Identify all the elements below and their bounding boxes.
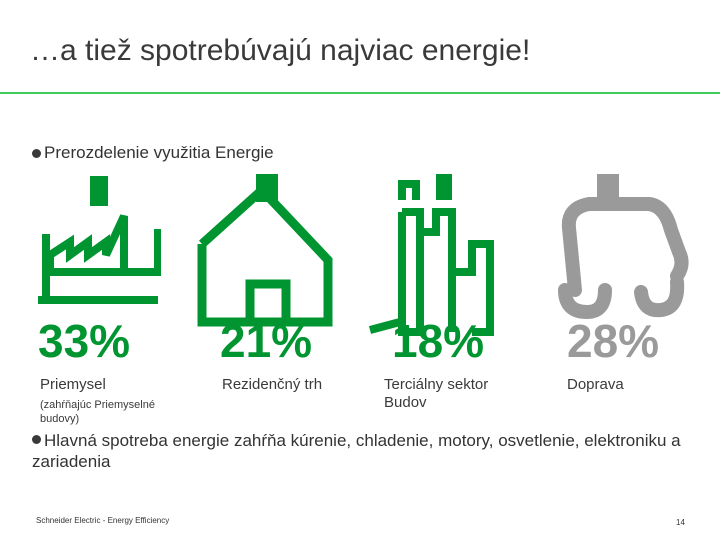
bullet-dot — [32, 148, 41, 158]
label-industry: Priemysel — [40, 376, 106, 393]
percent-transport: 28% — [567, 315, 660, 367]
bullet-distribution-text: Prerozdelenie využitia Energie — [44, 143, 274, 162]
bullet-distribution: Prerozdelenie využitia Energie — [32, 143, 274, 163]
buildings-icon — [368, 174, 494, 336]
percent-residential: 21% — [220, 315, 313, 367]
label-transport: Doprava — [567, 376, 624, 393]
label-tertiary: Terciálny sektor Budov — [384, 376, 489, 411]
bullet-main-consumption-text: Hlavná spotreba energie zahŕňa kúrenie, … — [32, 431, 681, 471]
car-icon — [558, 174, 689, 319]
bullet-main-consumption: Hlavná spotreba energie zahŕňa kúrenie, … — [32, 430, 702, 472]
bullet-dot — [32, 435, 41, 444]
house-icon — [197, 174, 333, 327]
title-divider — [0, 92, 720, 94]
percent-tertiary: 18% — [392, 315, 485, 367]
page-number: 14 — [676, 518, 685, 527]
slide-title: …a tiež spotrebúvajú najviac energie! — [30, 34, 531, 67]
label-residential: Rezidenčný trh — [222, 376, 323, 393]
sublabel-industry: (zahŕňajúc Priemyselné budovy) — [40, 399, 155, 425]
percent-industry: 33% — [38, 315, 131, 367]
footer-text: Schneider Electric - Energy Efficiency — [36, 516, 170, 525]
factory-icon — [38, 176, 161, 304]
